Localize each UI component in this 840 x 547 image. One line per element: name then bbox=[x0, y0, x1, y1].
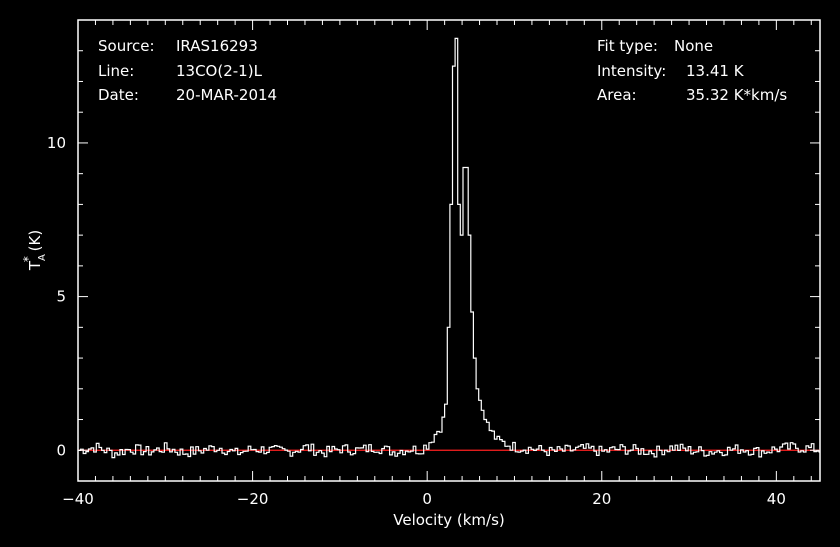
fit-type-value: None bbox=[674, 37, 713, 55]
plot-frame bbox=[77, 19, 821, 482]
x-tick-label: −20 bbox=[237, 490, 269, 508]
y-axis-label: TA* (K) bbox=[21, 230, 48, 271]
spectrum-line bbox=[78, 37, 820, 459]
x-tick-label: 40 bbox=[767, 490, 786, 508]
y-axis-label-sub: A bbox=[37, 254, 48, 261]
line-label: Line: bbox=[98, 62, 134, 80]
source-label: Source: bbox=[98, 37, 155, 55]
y-tick-label: 5 bbox=[56, 288, 66, 306]
x-tick-label: −40 bbox=[62, 490, 94, 508]
intensity-value: 13.41 K bbox=[686, 62, 745, 80]
x-tick-label: 20 bbox=[592, 490, 611, 508]
x-axis-ticks: −40 −20 0 20 40 bbox=[62, 20, 812, 508]
date-value: 20-MAR-2014 bbox=[176, 86, 277, 104]
svg-text:TA* (K): TA* (K) bbox=[21, 230, 48, 271]
source-value: IRAS16293 bbox=[176, 37, 258, 55]
y-axis-ticks: 0 5 10 bbox=[47, 19, 820, 482]
y-axis-label-sup: * bbox=[21, 256, 35, 262]
line-value: 13CO(2-1)L bbox=[176, 62, 263, 80]
y-axis-label-unit: (K) bbox=[26, 230, 44, 256]
date-label: Date: bbox=[98, 86, 139, 104]
intensity-label: Intensity: bbox=[597, 62, 666, 80]
y-axis-label-main: T bbox=[26, 260, 44, 271]
x-tick-label: 0 bbox=[422, 490, 432, 508]
y-tick-label: 0 bbox=[56, 441, 66, 459]
fit-type-label: Fit type: bbox=[597, 37, 658, 55]
x-axis-label: Velocity (km/s) bbox=[393, 511, 504, 529]
area-value: 35.32 K*km/s bbox=[686, 86, 787, 104]
area-label: Area: bbox=[597, 86, 637, 104]
y-tick-label: 10 bbox=[47, 134, 66, 152]
